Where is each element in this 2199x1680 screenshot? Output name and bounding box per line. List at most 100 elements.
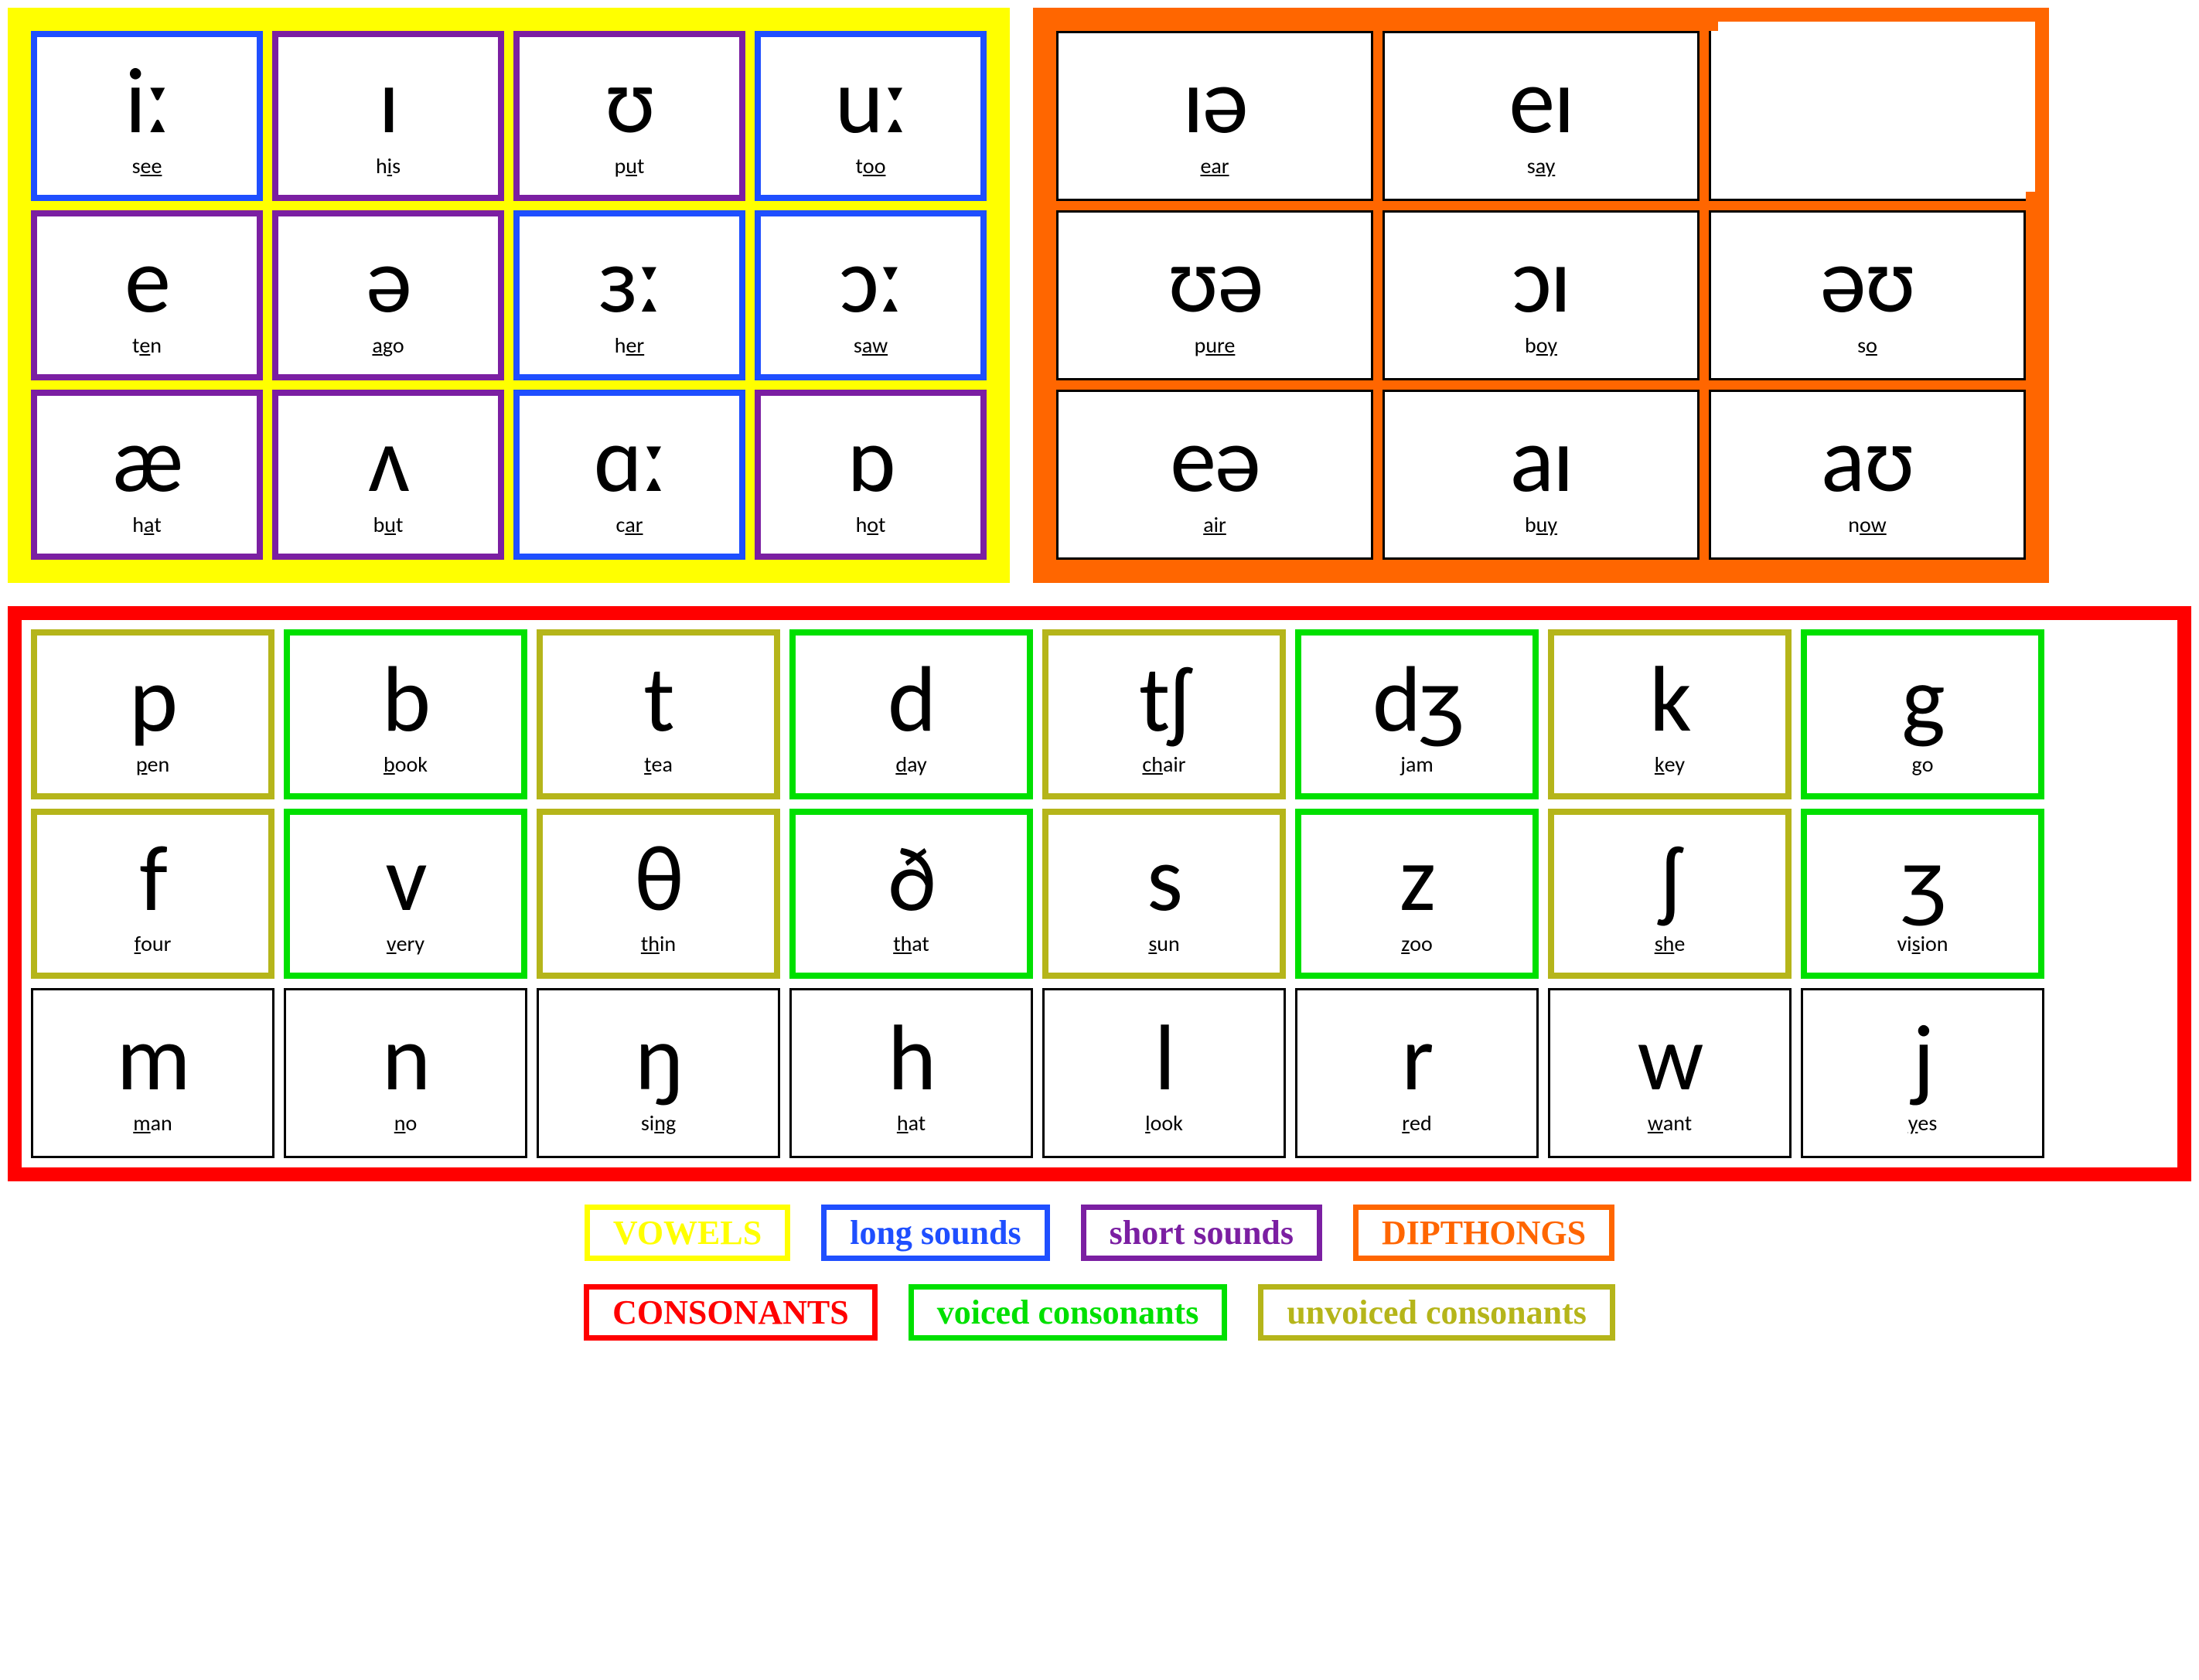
phoneme-symbol: ɒ <box>847 414 894 506</box>
diphthongs-cell: aɪ buy <box>1382 390 1700 560</box>
phoneme-symbol: v <box>385 833 425 925</box>
example-word: buy <box>1525 511 1557 538</box>
legend-voiced-consonants: voiced consonants <box>909 1284 1228 1341</box>
example-word: sun <box>1148 930 1179 957</box>
legend-dipthongs: DIPTHONGS <box>1353 1205 1614 1261</box>
vowels-cell: ʊ put <box>513 31 745 201</box>
example-word: boy <box>1525 332 1557 359</box>
diphthongs-grid: ɪəeareɪsayʊəpureɔɪboyəʊsoeəairaɪbuyaʊnow <box>1056 31 2026 560</box>
phoneme-symbol: ʊə <box>1168 234 1263 327</box>
consonants-cell: hhat <box>789 988 1033 1158</box>
example-word: car <box>615 511 643 538</box>
vowels-cell: ɑː car <box>513 390 745 560</box>
example-word: chair <box>1142 751 1185 778</box>
consonants-cell: b book <box>284 629 527 799</box>
example-word: now <box>1848 511 1886 538</box>
example-word: book <box>384 751 428 778</box>
phoneme-symbol: uː <box>835 55 906 148</box>
consonants-cell: jyes <box>1801 988 2044 1158</box>
consonants-cell: kkey <box>1548 629 1792 799</box>
example-word: too <box>856 152 886 179</box>
phoneme-symbol: p <box>129 653 176 746</box>
phoneme-symbol: m <box>117 1012 189 1105</box>
phoneme-symbol: eə <box>1170 414 1259 506</box>
vowels-cell: ɜːher <box>513 210 745 380</box>
example-word: hat <box>897 1109 926 1136</box>
phoneme-symbol: ə <box>366 234 411 327</box>
example-word: man <box>133 1109 172 1136</box>
phoneme-symbol: dʒ <box>1372 653 1461 746</box>
consonants-cell: s sun <box>1042 809 1286 979</box>
consonants-cell: tʃchair <box>1042 629 1286 799</box>
consonants-cell: ppen <box>31 629 274 799</box>
diphthongs-cell: ɪəear <box>1056 31 1373 201</box>
vowels-cell: ɒ hot <box>755 390 987 560</box>
phoneme-symbol: b <box>382 653 429 746</box>
consonants-cell: ffour <box>31 809 274 979</box>
example-word: yes <box>1908 1109 1938 1136</box>
example-word: very <box>387 930 424 957</box>
phoneme-symbol: ɔɪ <box>1512 234 1570 327</box>
phoneme-symbol: f <box>139 833 166 925</box>
example-word: look <box>1145 1109 1183 1136</box>
phoneme-symbol: z <box>1400 833 1434 925</box>
diphthongs-cell: eɪsay <box>1382 31 1700 201</box>
vowels-section: iːseeɪhisʊputuːtooetenəagoɜːherɔːsawæhat… <box>8 8 1010 583</box>
phoneme-symbol: əʊ <box>1820 234 1915 327</box>
example-word: saw <box>854 332 888 359</box>
vowels-grid: iːseeɪhisʊputuːtooetenəagoɜːherɔːsawæhat… <box>31 31 987 560</box>
consonants-section: ppenbbooktteaddaytʃchairdʒjamkkeyggoffou… <box>8 606 2191 1181</box>
example-word: but <box>373 511 404 538</box>
phoneme-symbol: ɑː <box>594 414 665 506</box>
phoneme-symbol: s <box>1147 833 1181 925</box>
example-word: want <box>1648 1109 1692 1136</box>
consonants-cell: zzoo <box>1295 809 1539 979</box>
vowels-cell: uː too <box>755 31 987 201</box>
vowels-cell: iːsee <box>31 31 263 201</box>
phoneme-symbol: ð <box>888 833 935 925</box>
consonants-cell: nno <box>284 988 527 1158</box>
consonants-cell: ðthat <box>789 809 1033 979</box>
phoneme-symbol: ʊ <box>605 55 655 148</box>
example-word: thin <box>641 930 676 957</box>
phoneme-symbol: n <box>382 1012 429 1105</box>
consonants-cell: w want <box>1548 988 1792 1158</box>
consonants-cell: ttea <box>537 629 780 799</box>
example-word: say <box>1527 152 1556 179</box>
example-word: jam <box>1400 751 1433 778</box>
example-word: so <box>1857 332 1877 359</box>
vowels-cell: ʌbut <box>272 390 504 560</box>
example-word: day <box>895 751 926 778</box>
consonants-cell: ggo <box>1801 629 2044 799</box>
consonants-cell: m man <box>31 988 274 1158</box>
example-word: she <box>1655 930 1686 957</box>
phoneme-symbol: w <box>1638 1012 1703 1105</box>
example-word: hot <box>856 511 886 538</box>
legend-long-sounds: long sounds <box>821 1205 1049 1261</box>
consonants-cell: v very <box>284 809 527 979</box>
consonants-grid: ppenbbooktteaddaytʃchairdʒjamkkeyggoffou… <box>31 629 2168 1158</box>
legend-consonants: CONSONANTS <box>584 1284 878 1341</box>
example-word: go <box>1912 751 1934 778</box>
diphthongs-cell: əʊ so <box>1709 210 2026 380</box>
diphthongs-cell: ɔɪ boy <box>1382 210 1700 380</box>
diphthongs-cell: aʊnow <box>1709 390 2026 560</box>
phoneme-symbol: ɔː <box>840 234 902 327</box>
legend-row-2: CONSONANTSvoiced consonantsunvoiced cons… <box>8 1284 2191 1341</box>
example-word: put <box>615 152 645 179</box>
example-word: red <box>1402 1109 1431 1136</box>
vowels-cell: əago <box>272 210 504 380</box>
vowels-cell: e ten <box>31 210 263 380</box>
example-word: sing <box>641 1109 676 1136</box>
diphthongs-cell <box>1709 31 2026 201</box>
example-word: ten <box>132 332 162 359</box>
phoneme-symbol: ʃ <box>1659 833 1680 925</box>
phoneme-symbol: aɪ <box>1509 414 1572 506</box>
consonants-cell: θthin <box>537 809 780 979</box>
legend-vowels: VOWELS <box>585 1205 790 1261</box>
top-row: iːseeɪhisʊputuːtooetenəagoɜːherɔːsawæhat… <box>8 8 2191 583</box>
example-word: her <box>615 332 644 359</box>
phoneme-symbol: e <box>124 234 169 327</box>
phoneme-symbol: æ <box>112 414 182 506</box>
consonants-cell: dʒ jam <box>1295 629 1539 799</box>
